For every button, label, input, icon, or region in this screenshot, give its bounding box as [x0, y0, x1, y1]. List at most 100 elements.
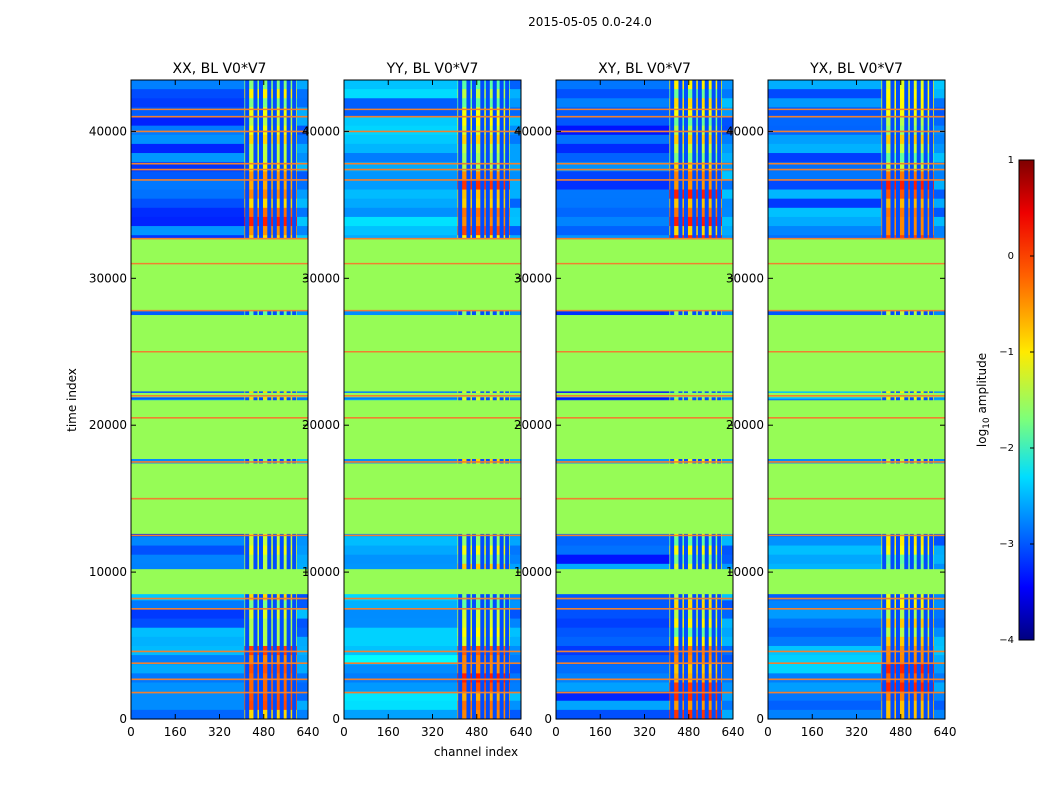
- low-band-cell: [768, 682, 882, 693]
- low-band-cell: [344, 134, 458, 145]
- x-tick-label: 480: [889, 725, 912, 739]
- edge-band-cell: [933, 673, 945, 684]
- low-band-cell: [131, 700, 245, 711]
- edge-band-cell: [721, 116, 733, 127]
- band-gap-column: [683, 80, 688, 719]
- edge-band-cell: [509, 709, 521, 720]
- edge-band-cell: [509, 153, 521, 163]
- edge-band-cell: [721, 682, 733, 693]
- edge-band-cell: [721, 673, 733, 684]
- edge-band-cell: [721, 618, 733, 629]
- low-band-cell: [556, 98, 670, 108]
- low-band-cell: [768, 536, 882, 547]
- low-band-cell: [768, 673, 882, 684]
- low-band-cell: [768, 207, 882, 218]
- panel-3: XY, BL V0*V7 0 160 320 480 640 0 10000 20000 3000…: [514, 61, 745, 739]
- low-band-cell: [344, 554, 458, 565]
- edge-band-cell: [721, 198, 733, 209]
- band-gap-column: [458, 80, 463, 719]
- x-tick-label: 160: [377, 725, 400, 739]
- panel-title: XX, BL V0*V7: [173, 61, 267, 77]
- low-band-cell: [344, 545, 458, 556]
- low-band-cell: [131, 216, 245, 227]
- band-gap-column: [882, 80, 887, 719]
- edge-band-cell: [509, 116, 521, 127]
- low-band-cell: [556, 125, 670, 136]
- edge-band-cell: [296, 143, 308, 154]
- edge-band-cell: [509, 125, 521, 136]
- y-tick-label: 0: [544, 712, 552, 726]
- band-gap-column: [895, 80, 900, 719]
- y-tick-label: 0: [756, 712, 764, 726]
- edge-band-cell: [509, 682, 521, 693]
- edge-band-cell: [933, 198, 945, 209]
- low-band-cell: [768, 454, 882, 464]
- low-band-cell: [768, 198, 882, 209]
- edge-band-cell: [296, 116, 308, 127]
- edge-band-cell: [721, 308, 733, 318]
- edge-band-cell: [509, 107, 521, 118]
- band-gap-column: [245, 80, 250, 719]
- band-gap-column: [923, 80, 928, 719]
- x-tick-label: 160: [164, 725, 187, 739]
- low-band-cell: [131, 554, 245, 565]
- edge-band-cell: [933, 563, 945, 574]
- low-band-cell: [768, 134, 882, 145]
- band-gap-column: [904, 80, 909, 719]
- low-band-cell: [768, 563, 882, 574]
- edge-band-cell: [296, 627, 308, 638]
- x-tick-label: 480: [677, 725, 700, 739]
- edge-band-cell: [933, 226, 945, 236]
- y-axis-label: time index: [65, 368, 79, 432]
- y-tick-label: 40000: [726, 124, 764, 138]
- low-band-cell: [131, 116, 245, 127]
- low-band-cell: [556, 162, 670, 172]
- edge-band-cell: [296, 655, 308, 665]
- edge-band-cell: [509, 618, 521, 629]
- low-band-cell: [768, 709, 882, 720]
- low-band-cell: [344, 143, 458, 154]
- flagged-range: [344, 238, 521, 311]
- panel-title: YX, BL V0*V7: [809, 61, 903, 77]
- edge-band-cell: [933, 682, 945, 693]
- edge-band-cell: [933, 162, 945, 172]
- low-band-cell: [768, 216, 882, 227]
- band-gap-column: [253, 80, 258, 719]
- edge-band-cell: [933, 554, 945, 565]
- low-band-cell: [768, 664, 882, 674]
- edge-band-cell: [296, 207, 308, 218]
- flagged-range: [556, 315, 733, 392]
- x-tick-label: 640: [934, 725, 957, 739]
- edge-band-cell: [296, 545, 308, 556]
- x-tick-label: 0: [127, 725, 135, 739]
- edge-band-cell: [509, 216, 521, 227]
- low-band-cell: [344, 189, 458, 200]
- colorbar-label: log10 amplitude: [975, 353, 992, 447]
- low-band-cell: [131, 627, 245, 638]
- low-band-cell: [768, 162, 882, 172]
- low-band-cell: [344, 627, 458, 638]
- edge-band-cell: [721, 627, 733, 638]
- x-tick-label: 0: [764, 725, 772, 739]
- band-gap-column: [670, 80, 675, 719]
- edge-band-cell: [933, 636, 945, 647]
- low-band-cell: [768, 618, 882, 629]
- y-tick-label: 10000: [514, 565, 552, 579]
- edge-band-cell: [296, 691, 308, 702]
- panel-4: YX, BL V0*V7 0 160 320 480 640 0 10000 20000 3000…: [726, 61, 957, 739]
- low-band-cell: [344, 80, 458, 90]
- panel-2: YY, BL V0*V7 0 160 320 480 640 0 10000 20000 3000…: [302, 61, 533, 739]
- edge-band-cell: [721, 709, 733, 720]
- colorbar-tick-label: 1: [1008, 155, 1014, 166]
- edge-band-cell: [509, 609, 521, 620]
- edge-band-cell: [721, 700, 733, 711]
- edge-band-cell: [509, 691, 521, 702]
- band-gap-column: [267, 80, 272, 719]
- band-gap-column: [499, 80, 504, 719]
- edge-band-cell: [296, 216, 308, 227]
- low-band-cell: [131, 636, 245, 647]
- low-band-cell: [131, 198, 245, 209]
- low-band-cell: [768, 80, 882, 90]
- colorbar-tick-label: −2: [999, 443, 1014, 454]
- edge-band-cell: [296, 162, 308, 172]
